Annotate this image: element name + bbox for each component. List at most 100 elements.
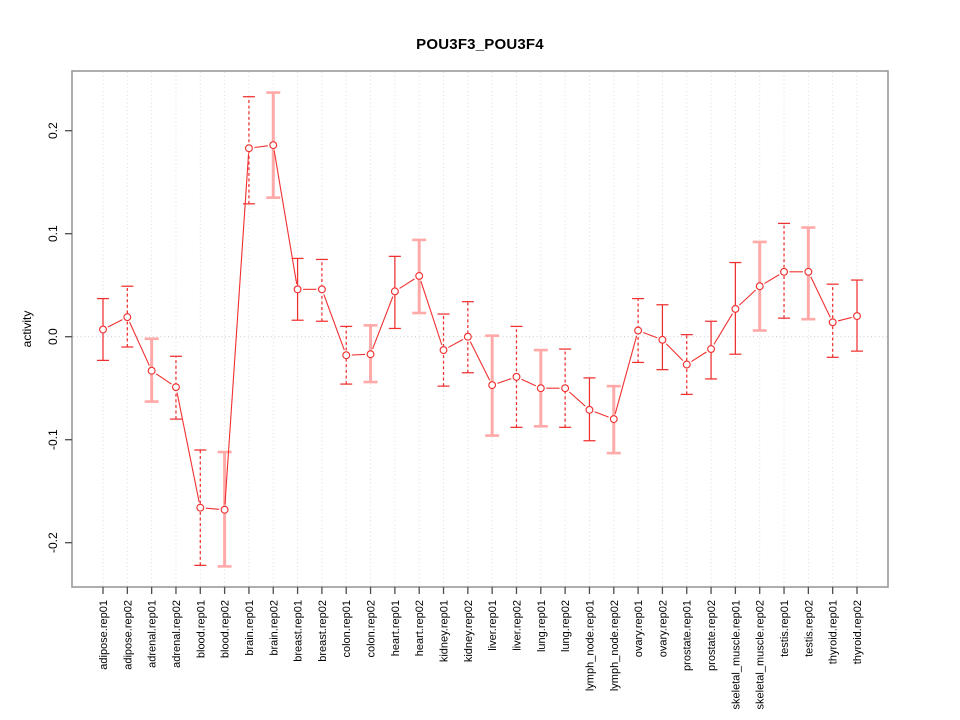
- data-point: [463, 332, 472, 341]
- data-point: [196, 503, 205, 512]
- x-tick-label: adrenal.rep01: [147, 600, 159, 668]
- series-segment: [691, 351, 707, 363]
- x-tick-label: lymph_node.rep01: [584, 600, 596, 691]
- plot-frame: [71, 70, 889, 588]
- data-point: [561, 384, 570, 393]
- y-tick-label: 0.0: [46, 328, 60, 345]
- x-tick-label: ovary.rep02: [657, 600, 669, 657]
- data-point: [536, 384, 545, 393]
- data-point: [244, 144, 253, 153]
- data-point: [220, 505, 229, 514]
- series-segment: [469, 341, 491, 381]
- data-point: [99, 325, 107, 334]
- data-point: [682, 360, 691, 369]
- series-segment: [764, 274, 780, 284]
- x-tick-label: prostate.rep01: [682, 600, 694, 671]
- data-point: [609, 415, 618, 424]
- data-point: [171, 383, 180, 392]
- data-point: [317, 285, 326, 294]
- data-point: [439, 346, 448, 355]
- series-segment: [323, 294, 345, 351]
- data-point: [390, 287, 399, 296]
- series-segment: [614, 335, 638, 414]
- data-point: [780, 267, 789, 276]
- series-segment: [205, 507, 220, 510]
- series-segment: [224, 153, 250, 505]
- y-tick-label: -0.2: [46, 532, 60, 553]
- data-point: [269, 141, 278, 150]
- x-tick-label: brain.rep02: [268, 600, 280, 656]
- data-point: [123, 313, 132, 322]
- series-segment: [372, 296, 394, 350]
- series-segment: [155, 373, 172, 385]
- data-point: [342, 351, 351, 360]
- data-point: [707, 345, 716, 354]
- data-point: [293, 285, 302, 294]
- data-point: [828, 318, 837, 327]
- series-segment: [713, 313, 734, 345]
- data-point: [755, 282, 764, 291]
- x-tick-label: kidney.rep02: [463, 600, 475, 662]
- series-segment: [665, 343, 684, 361]
- series-segment: [399, 278, 415, 289]
- x-tick-label: skeletal_muscle.rep02: [755, 600, 767, 709]
- x-tick-label: blood.rep01: [195, 600, 207, 658]
- chart-title: POU3F3_POU3F4: [416, 36, 544, 53]
- series-segment: [837, 316, 852, 322]
- x-tick-label: liver.rep01: [487, 600, 499, 651]
- x-tick-label: colon.rep02: [366, 600, 378, 658]
- data-point: [415, 271, 424, 280]
- series-segment: [448, 338, 464, 348]
- series-segment: [739, 289, 757, 306]
- series-segment: [810, 276, 831, 318]
- x-tick-label: thyroid.rep01: [828, 600, 840, 664]
- series-segment: [176, 392, 200, 503]
- series-segment: [497, 378, 512, 384]
- x-tick-label: testis.rep01: [779, 600, 791, 657]
- x-tick-label: heart.rep02: [414, 600, 426, 656]
- x-tick-label: skeletal_muscle.rep01: [730, 600, 742, 709]
- x-tick-label: kidney.rep01: [439, 600, 451, 662]
- data-point: [512, 372, 521, 381]
- data-point: [731, 304, 740, 313]
- series-segment: [420, 280, 443, 346]
- data-point: [366, 350, 375, 359]
- y-tick-label: -0.1: [46, 429, 60, 450]
- x-tick-label: liver.rep02: [511, 600, 523, 651]
- x-tick-label: adipose.rep01: [98, 600, 110, 670]
- x-tick-label: breast.rep02: [317, 600, 329, 662]
- data-point: [853, 312, 861, 321]
- series-segment: [107, 319, 123, 328]
- y-tick-label: 0.2: [46, 122, 60, 139]
- x-tick-label: lymph_node.rep02: [609, 600, 621, 691]
- data-point: [634, 326, 643, 335]
- x-tick-label: breast.rep01: [293, 600, 305, 662]
- x-tick-label: lung.rep01: [536, 600, 548, 652]
- series-segment: [568, 391, 586, 407]
- x-tick-label: testis.rep02: [803, 600, 815, 657]
- series-segment: [254, 145, 268, 149]
- x-tick-label: adipose.rep02: [122, 600, 134, 670]
- x-tick-label: brain.rep01: [244, 600, 256, 656]
- series-segment: [351, 353, 366, 356]
- x-tick-label: ovary.rep01: [633, 600, 645, 657]
- x-tick-label: thyroid.rep02: [852, 600, 864, 664]
- y-tick-label: 0.1: [46, 225, 60, 242]
- x-tick-label: prostate.rep02: [706, 600, 718, 671]
- data-point: [488, 381, 497, 390]
- x-tick-label: blood.rep02: [220, 600, 232, 658]
- data-point: [804, 267, 813, 276]
- data-point: [147, 366, 156, 375]
- series-segment: [273, 150, 298, 284]
- series-segment: [643, 331, 658, 339]
- x-tick-label: heart.rep01: [390, 600, 402, 656]
- x-tick-label: adrenal.rep02: [171, 600, 183, 668]
- series-segment: [521, 378, 537, 387]
- series-segment: [129, 321, 150, 366]
- data-point: [658, 335, 667, 344]
- x-tick-label: colon.rep01: [341, 600, 353, 658]
- data-point: [585, 405, 594, 414]
- series-segment: [594, 411, 609, 418]
